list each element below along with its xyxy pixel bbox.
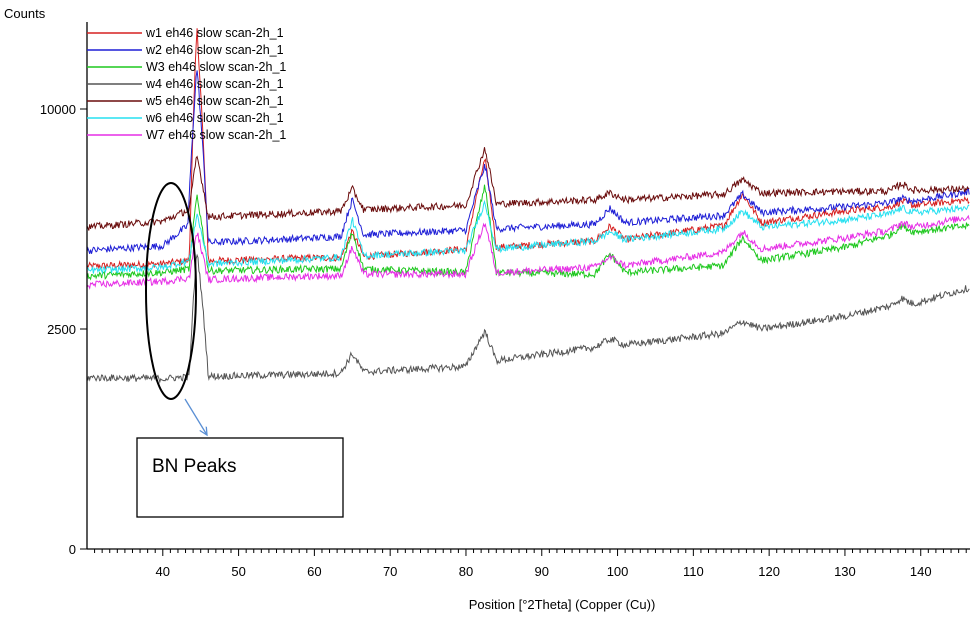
x-tick-label: 50 bbox=[231, 564, 245, 579]
series-group bbox=[86, 28, 970, 384]
series-line-1 bbox=[86, 28, 970, 271]
series-line-7 bbox=[86, 214, 970, 290]
x-tick-label: 40 bbox=[156, 564, 170, 579]
x-tick-label: 90 bbox=[535, 564, 549, 579]
y-tick-label: 0 bbox=[69, 542, 76, 557]
legend-label-6: w6 eh46 slow scan-2h_1 bbox=[145, 111, 284, 125]
y-tick-label: 2500 bbox=[47, 322, 76, 337]
x-tick-label: 120 bbox=[758, 564, 780, 579]
bn-peaks-box bbox=[136, 437, 344, 518]
legend: w1 eh46 slow scan-2h_1 w2 eh46 slow scan-… bbox=[87, 26, 286, 142]
series-line-4 bbox=[86, 253, 970, 384]
y-tick-label: 10000 bbox=[40, 102, 76, 117]
series-line-3 bbox=[86, 184, 970, 281]
legend-label-3: W3 eh46 slow scan-2h_1 bbox=[146, 60, 286, 74]
x-axis-label: Position [°2Theta] (Copper (Cu)) bbox=[469, 597, 656, 612]
series-line-2 bbox=[86, 70, 970, 254]
bn-peaks-annotation: BN Peaks bbox=[136, 182, 344, 518]
legend-label-4: w4 eh46 slow scan-2h_1 bbox=[145, 77, 284, 91]
axes-group bbox=[86, 22, 970, 550]
series-line-5 bbox=[86, 147, 970, 231]
x-tick-label: 70 bbox=[383, 564, 397, 579]
bn-peaks-label: BN Peaks bbox=[152, 456, 236, 477]
bn-peaks-ellipse bbox=[145, 182, 197, 400]
bn-peaks-arrow bbox=[184, 398, 207, 435]
y-ticks: 0 2500 10000 bbox=[40, 102, 87, 557]
legend-label-7: W7 eh46 slow scan-2h_1 bbox=[146, 128, 286, 142]
x-ticks: 40 50 60 70 80 90 100 110 120 130 140 bbox=[94, 549, 967, 579]
series-line-6 bbox=[86, 199, 970, 275]
legend-label-1: w1 eh46 slow scan-2h_1 bbox=[145, 26, 284, 40]
x-tick-label: 100 bbox=[607, 564, 629, 579]
x-tick-label: 60 bbox=[307, 564, 321, 579]
x-tick-label: 110 bbox=[683, 564, 704, 579]
x-tick-label: 140 bbox=[910, 564, 932, 579]
x-tick-label: 130 bbox=[834, 564, 856, 579]
legend-label-2: w2 eh46 slow scan-2h_1 bbox=[145, 43, 284, 57]
legend-label-5: w5 eh46 slow scan-2h_1 bbox=[145, 94, 284, 108]
y-axis-label: Counts bbox=[4, 6, 46, 21]
x-tick-label: 80 bbox=[459, 564, 473, 579]
